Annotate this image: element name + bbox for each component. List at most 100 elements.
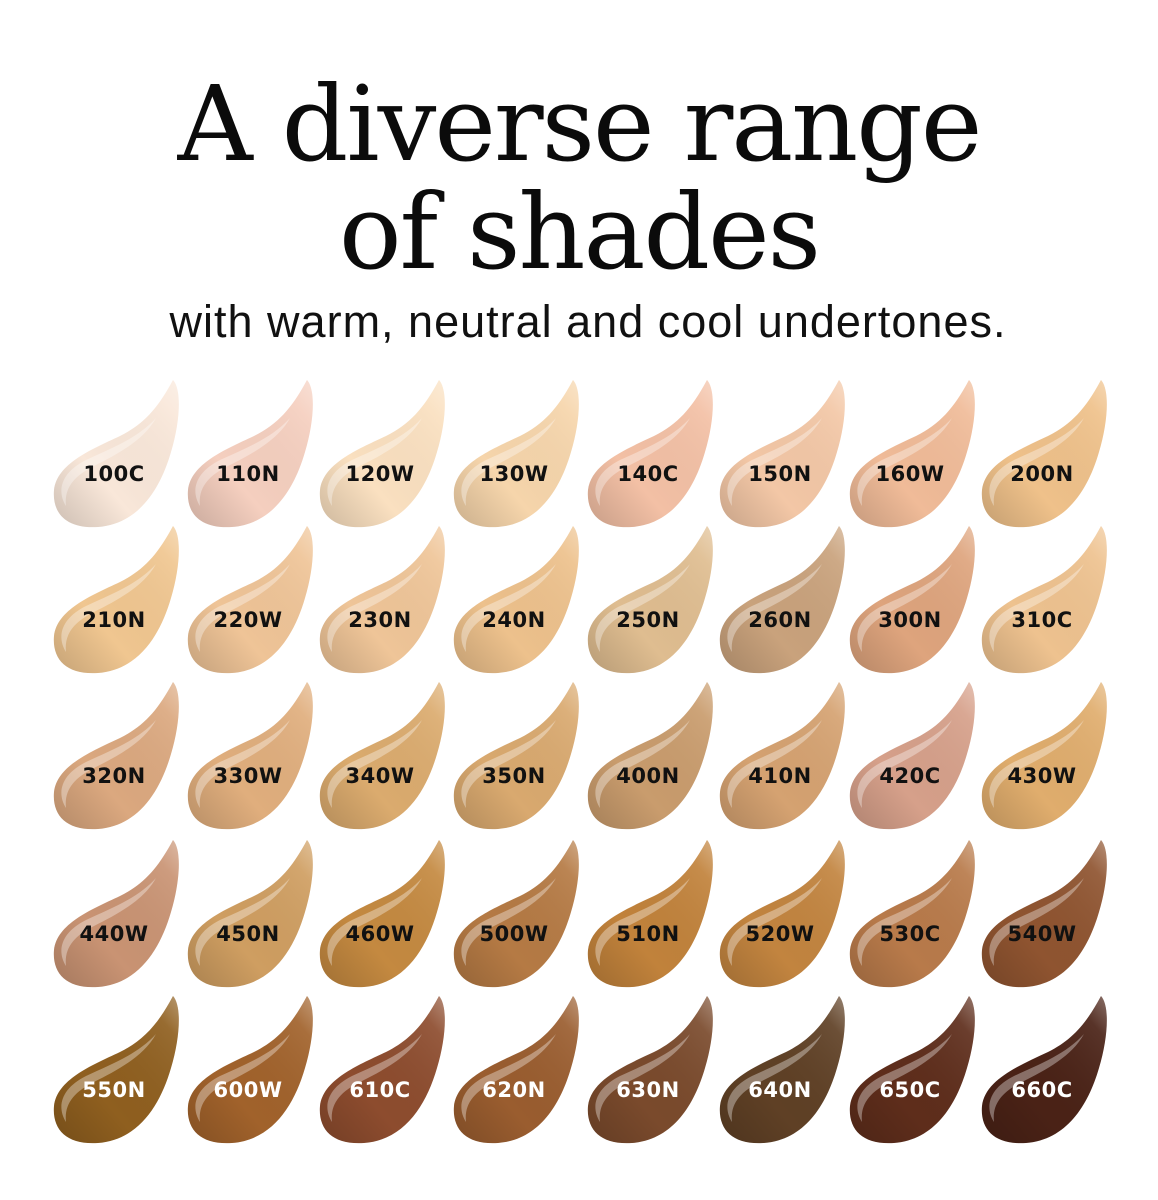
swatch-shape	[587, 526, 713, 674]
swatch-shape	[53, 380, 179, 528]
shade-swatch-510n: 510N	[586, 838, 716, 990]
swatch-shape	[187, 840, 313, 988]
shade-swatch-140c: 140C	[586, 378, 716, 530]
swatch-shape	[187, 380, 313, 528]
swatch-shading	[453, 840, 579, 988]
swatch-gloss	[857, 1034, 952, 1122]
swatch-shape	[981, 682, 1107, 830]
shade-label: 300N	[878, 608, 942, 632]
shade-swatch-130w: 130W	[452, 378, 582, 530]
shade-label: 350N	[482, 764, 546, 788]
shade-swatch-230n: 230N	[318, 524, 448, 676]
shade-label: 310C	[1011, 608, 1073, 632]
shade-label: 330W	[213, 764, 283, 788]
swatch-gloss	[989, 720, 1084, 808]
swatch-gloss	[61, 720, 157, 808]
shade-swatch-640n: 640N	[718, 994, 848, 1146]
shade-swatch-110n: 110N	[186, 378, 316, 530]
shade-swatch-320n: 320N	[52, 680, 182, 832]
swatch-gloss	[327, 418, 422, 506]
swatch-shading	[719, 380, 845, 528]
shade-label: 460W	[345, 922, 415, 946]
swatch-gloss	[727, 418, 822, 506]
swatch-shading	[319, 380, 445, 528]
shade-swatch-160w: 160W	[848, 378, 978, 530]
swatch-shading	[453, 682, 579, 830]
swatch-shading	[981, 526, 1107, 674]
swatch-shading	[53, 996, 179, 1144]
swatch-shading	[187, 840, 313, 988]
swatch-shading	[849, 682, 975, 830]
swatch-shape	[981, 840, 1107, 988]
shade-label: 340W	[345, 764, 415, 788]
swatch-shading	[981, 682, 1107, 830]
swatch-shape	[981, 526, 1107, 674]
swatch-gloss	[195, 564, 290, 652]
swatch-gloss	[727, 878, 822, 966]
shade-label: 230N	[348, 608, 412, 632]
swatch-shading	[849, 526, 975, 674]
swatch-gloss	[595, 1034, 690, 1122]
shade-swatch-410n: 410N	[718, 680, 848, 832]
swatch-gloss	[857, 564, 952, 652]
shade-swatch-300n: 300N	[848, 524, 978, 676]
swatch-gloss	[461, 878, 556, 966]
shade-label: 630N	[616, 1078, 680, 1102]
swatch-shading	[319, 526, 445, 674]
swatch-gloss	[195, 1034, 290, 1122]
shade-swatch-330w: 330W	[186, 680, 316, 832]
swatch-shape	[453, 840, 579, 988]
swatch-shading	[53, 682, 179, 830]
swatch-gloss	[727, 720, 822, 808]
shade-swatch-120w: 120W	[318, 378, 448, 530]
shade-label: 420C	[879, 764, 941, 788]
swatch-shape	[53, 840, 179, 988]
swatch-shading	[53, 526, 179, 674]
swatch-shading	[719, 840, 845, 988]
shade-label: 610C	[349, 1078, 411, 1102]
swatch-gloss	[857, 720, 952, 808]
shade-label: 620N	[482, 1078, 546, 1102]
shade-label: 160W	[875, 462, 945, 486]
swatch-shading	[981, 840, 1107, 988]
shade-label: 150N	[748, 462, 812, 486]
subtitle: with warm, neutral and cool undertones.	[169, 296, 1007, 347]
swatch-shading	[187, 380, 313, 528]
shade-swatch-200n: 200N	[980, 378, 1110, 530]
swatch-gloss	[727, 564, 822, 652]
shade-label: 200N	[1010, 462, 1074, 486]
shade-swatch-250n: 250N	[586, 524, 716, 676]
shade-label: 140C	[617, 462, 679, 486]
shade-label: 520W	[745, 922, 815, 946]
swatch-shape	[453, 380, 579, 528]
swatch-gloss	[461, 720, 556, 808]
shade-label: 640N	[748, 1078, 812, 1102]
shade-swatch-310c: 310C	[980, 524, 1110, 676]
shade-label: 120W	[345, 462, 415, 486]
shade-swatch-530c: 530C	[848, 838, 978, 990]
shade-label: 400N	[616, 764, 680, 788]
swatch-shading	[981, 996, 1107, 1144]
swatch-shape	[319, 682, 445, 830]
swatch-shading	[849, 380, 975, 528]
swatch-shape	[981, 996, 1107, 1144]
shade-label: 430W	[1007, 764, 1077, 788]
shade-swatch-460w: 460W	[318, 838, 448, 990]
swatch-shape	[849, 840, 975, 988]
swatch-shape	[849, 526, 975, 674]
shade-swatch-600w: 600W	[186, 994, 316, 1146]
swatch-shading	[453, 526, 579, 674]
shade-swatch-610c: 610C	[318, 994, 448, 1146]
swatch-gloss	[195, 878, 290, 966]
shade-swatch-150n: 150N	[718, 378, 848, 530]
swatch-gloss	[595, 418, 690, 506]
shade-label: 450N	[216, 922, 280, 946]
shade-label: 410N	[748, 764, 812, 788]
swatch-shape	[319, 996, 445, 1144]
shade-label: 220W	[213, 608, 283, 632]
swatch-shading	[187, 682, 313, 830]
swatch-shape	[849, 682, 975, 830]
swatch-gloss	[195, 720, 290, 808]
swatch-shading	[187, 526, 313, 674]
shade-label: 510N	[616, 922, 680, 946]
